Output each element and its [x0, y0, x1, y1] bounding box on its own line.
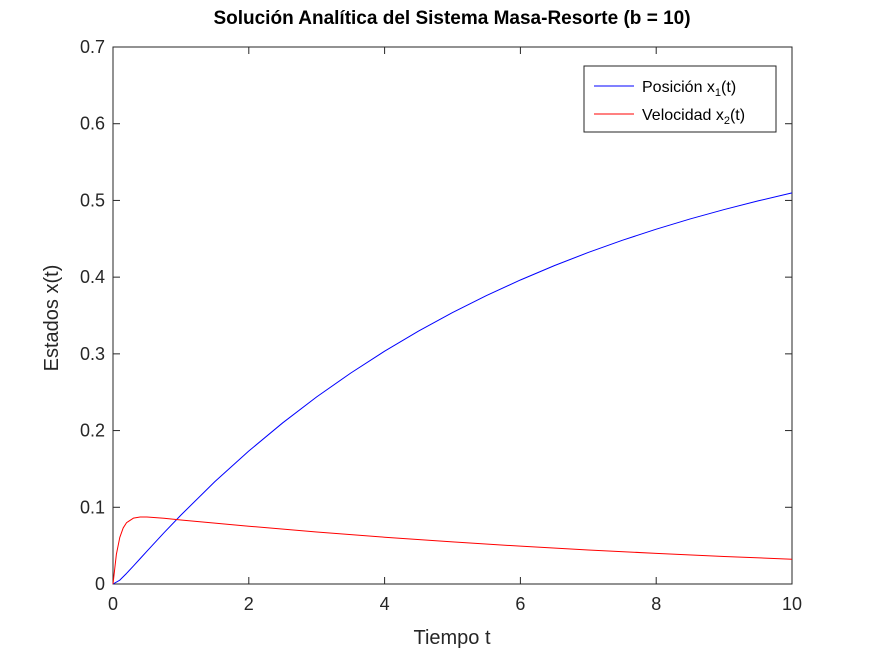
- plot-area: 0 2 4 6 8 10 0 0.1 0.2 0.3 0.4 0.5 0.6 0.7: [80, 37, 802, 614]
- y-tick-label: 0.5: [80, 190, 105, 210]
- x-axis-label: Tiempo t: [413, 627, 491, 649]
- legend-entry-subscript: 1: [715, 87, 721, 99]
- x-tick-label: 10: [782, 594, 802, 614]
- y-tick-label: 0.4: [80, 267, 105, 287]
- chart-title: Solución Analítica del Sistema Masa-Reso…: [213, 8, 690, 29]
- legend-entry-suffix: (t): [721, 79, 736, 96]
- y-tick-label: 0.1: [80, 497, 105, 517]
- y-tick-label: 0.7: [80, 37, 105, 57]
- legend-entry-subscript: 2: [724, 115, 730, 127]
- series-line-2: [112, 516, 793, 585]
- legend-entry-suffix: (t): [730, 107, 745, 124]
- y-tick-label: 0.6: [80, 114, 105, 134]
- legend-box: [583, 65, 777, 133]
- y-tick-label: 0.2: [80, 421, 105, 441]
- series-line-1: [112, 192, 793, 585]
- legend-entry-name: Posición x: [642, 79, 715, 96]
- x-tick-label: 4: [380, 594, 390, 614]
- axes-box: [112, 46, 793, 585]
- x-tick-label: 6: [515, 594, 525, 614]
- legend: Posición x1(t)Velocidad x2(t): [583, 65, 777, 133]
- x-tick-label: 0: [108, 594, 118, 614]
- legend-entry-2: Velocidad x2(t): [642, 107, 745, 127]
- y-axis-label: Estados x(t): [41, 265, 63, 372]
- x-tick-label: 2: [244, 594, 254, 614]
- y-tick-label: 0: [95, 574, 105, 594]
- legend-entry-1: Posición x1(t): [642, 79, 736, 99]
- legend-entry-name: Velocidad x: [642, 107, 724, 124]
- x-tick-label: 8: [651, 594, 661, 614]
- y-tick-label: 0.3: [80, 344, 105, 364]
